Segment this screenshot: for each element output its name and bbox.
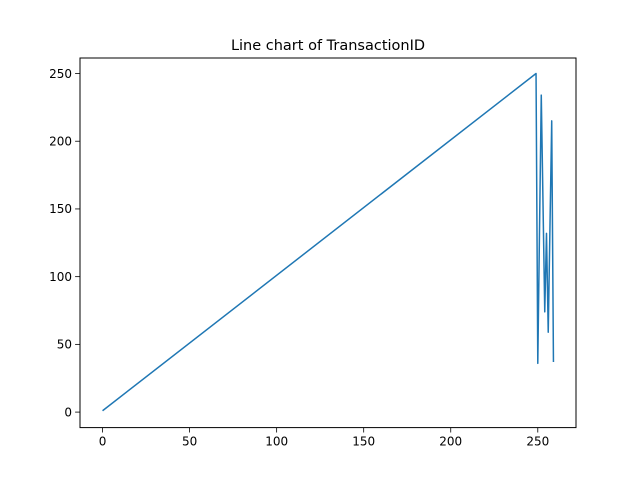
x-axis-ticks: 0 50 100 150 200 250	[99, 427, 549, 449]
x-tick-label: 0	[99, 435, 107, 449]
series-line-0	[102, 72, 555, 412]
y-tick-label: 0	[64, 405, 72, 419]
x-tick-label: 150	[352, 435, 375, 449]
y-axis-ticks: 0 50 100 150 200 250	[49, 67, 80, 419]
y-tick-label: 50	[57, 338, 72, 352]
y-tick-label: 200	[49, 135, 72, 149]
y-tick-label: 100	[49, 270, 72, 284]
x-tick-label: 200	[439, 435, 462, 449]
chart-title: Line chart of TransactionID	[231, 38, 425, 54]
x-tick-label: 50	[182, 435, 197, 449]
series-layer	[102, 72, 555, 412]
y-tick-label: 150	[49, 202, 72, 216]
x-tick-label: 100	[265, 435, 288, 449]
plot-area-frame	[79, 57, 577, 429]
y-tick-label: 250	[49, 67, 72, 81]
x-tick-label: 250	[526, 435, 549, 449]
